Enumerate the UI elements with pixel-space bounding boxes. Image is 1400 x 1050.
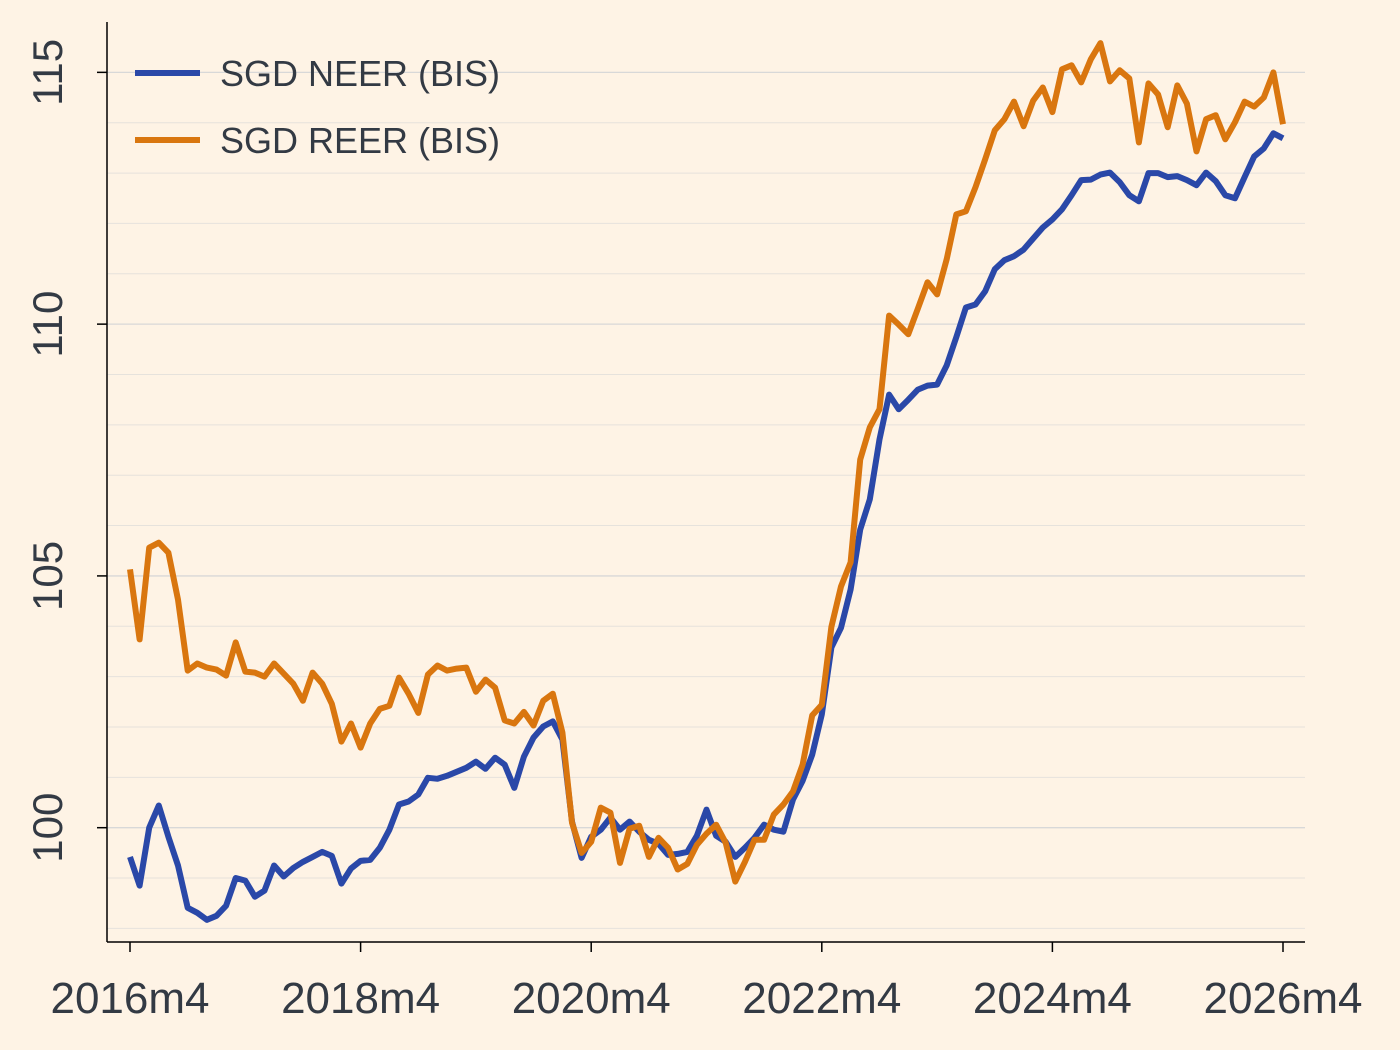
y-tick-label: 110 — [24, 291, 71, 358]
y-tick-label: 115 — [24, 39, 71, 106]
legend: SGD NEER (BIS) SGD REER (BIS) — [135, 53, 500, 161]
series-line — [127, 130, 1285, 923]
series-line — [127, 40, 1286, 885]
x-tick-label: 2016m4 — [50, 974, 209, 1023]
x-tick-label: 2018m4 — [281, 974, 440, 1023]
x-tick-label: 2022m4 — [742, 974, 901, 1023]
x-tick-label: 2026m4 — [1203, 974, 1362, 1023]
y-tick-label: 105 — [24, 541, 71, 611]
legend-label: SGD REER (BIS) — [220, 120, 500, 161]
x-tick-label: 2020m4 — [512, 974, 671, 1023]
legend-label: SGD NEER (BIS) — [220, 53, 500, 94]
y-tick-label: 100 — [24, 793, 71, 863]
x-tick-label: 2024m4 — [973, 974, 1132, 1023]
